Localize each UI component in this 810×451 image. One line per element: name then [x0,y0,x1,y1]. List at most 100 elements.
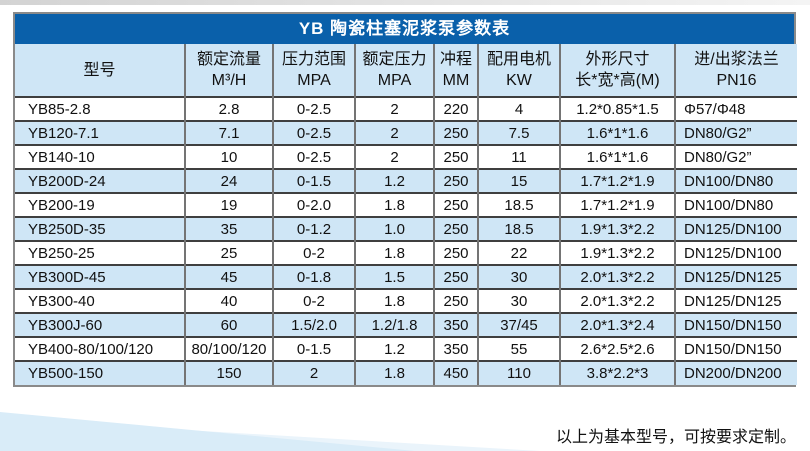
cell-model: YB500-150 [15,360,185,385]
cell-model: YB300J-60 [15,312,185,337]
column-header: 配用电机 KW [477,44,560,97]
column-header-unit: MPA [377,72,412,89]
footer-note: 以上为基本型号，可按要求定制。 [555,429,796,446]
table-cell: 350 [433,336,478,361]
table-cell: 1.5/2.0 [272,312,355,337]
column-header-label: 额定压力 [362,51,427,68]
table-row: YB120-7.1 7.1 0-2.5 2 250 7.5 1.6*1*1.6 DN80/G2… [15,120,797,145]
table-cell: 10 [184,144,273,169]
table-cell: 18.5 [477,192,560,217]
header-row: 型号 额定流量 M³/H 压力范围 MPA 额定压力 MPA 冲程 MM 配用电机 KW 外形尺寸 长*… [15,44,797,97]
table-cell: 22 [477,240,560,265]
column-header-label: 压力范围 [281,51,346,68]
parameters-table: 型号 额定流量 M³/H 压力范围 MPA 额定压力 MPA 冲程 MM 配用电机 KW 外形尺寸 长*… [15,44,797,385]
table-cell: 7.1 [184,120,273,145]
table-row: YB200-19 19 0-2.0 1.8 250 18.5 1.7*1.2*1.9 DN10… [15,192,797,217]
table-cell: DN125/DN125 [674,264,797,289]
column-header-unit: M³/H [211,72,247,89]
table-cell: 1.2 [354,336,434,361]
table-cell: 24 [184,168,273,193]
table-cell: 1.0 [354,216,434,241]
table-cell: DN80/G2” [674,120,797,145]
cell-model: YB250-25 [15,240,185,265]
table-row: YB250D-35 35 0-1.2 1.0 250 18.5 1.9*1.3*2.2 DN1… [15,216,797,241]
table-row: YB400-80/100/120 80/100/120 0-1.5 1.2 350 55 2… [15,336,797,361]
table-cell: DN125/DN125 [674,288,797,313]
table-cell: 250 [433,120,478,145]
table-cell: 250 [433,288,478,313]
table-cell: 1.8 [354,288,434,313]
pump-parameter-table: YB 陶瓷柱塞泥浆泵参数表 型号 额定流量 M³/H 压力范围 MPA 额定压力 MPA 冲程… [13,12,797,387]
column-header-unit: MPA [297,72,331,89]
table-cell: DN80/G2” [674,144,797,169]
column-header: 额定压力 MPA [354,44,434,97]
table-cell: 150 [184,360,273,385]
table-cell: 4 [477,96,560,121]
column-header: 进/出浆法兰 PN16 [674,44,797,97]
table-cell: 25 [184,240,273,265]
table-cell: 1.2 [354,168,434,193]
table-cell: 0-2 [272,240,355,265]
top-edge-shade [0,0,810,5]
table-cell: 1.8 [354,360,434,385]
cell-model: YB140-10 [15,144,185,169]
column-header: 外形尺寸长*宽*高(M) [559,44,675,97]
table-cell: 2 [354,120,434,145]
table-cell: DN150/DN150 [674,336,797,361]
table-cell: 30 [477,288,560,313]
table-row: YB500-150 150 2 1.8 450 110 3.8*2.2*3 DN200/DN2… [15,360,797,385]
table-cell: 60 [184,312,273,337]
table-cell: 220 [433,96,478,121]
table-cell: 0-2.0 [272,192,355,217]
table-cell: 0-2.5 [272,96,355,121]
table-cell: 1.9*1.3*2.2 [559,216,675,241]
table-cell: 3.8*2.2*3 [559,360,675,385]
table-cell: 1.7*1.2*1.9 [559,168,675,193]
table-cell: DN125/DN100 [674,216,797,241]
column-header: 额定流量 M³/H [184,44,273,97]
table-cell: 250 [433,264,478,289]
column-header-label: 配用电机 [486,51,551,68]
table-cell: 7.5 [477,120,560,145]
cell-model: YB200-19 [15,192,185,217]
table-cell: 250 [433,240,478,265]
table-cell: 2.6*2.5*2.6 [559,336,675,361]
table-cell: 350 [433,312,478,337]
table-cell: 45 [184,264,273,289]
table-cell: 1.8 [354,192,434,217]
table-cell: 37/45 [477,312,560,337]
table-cell: 2.8 [184,96,273,121]
table-row: YB300J-60 60 1.5/2.0 1.2/1.8 350 37/45 2.0*1.3… [15,312,797,337]
table-row: YB250-25 25 0-2 1.8 250 22 1.9*1.3*2.2 DN125/DN… [15,240,797,265]
table-cell: 30 [477,264,560,289]
column-header-label: 型号 [83,61,116,79]
table-cell: Φ57/Φ48 [674,96,797,121]
table-header: 型号 额定流量 M³/H 压力范围 MPA 额定压力 MPA 冲程 MM 配用电机 KW 外形尺寸 长*… [15,44,797,97]
table-cell: 0-1.5 [272,168,355,193]
table-cell: DN100/DN80 [674,192,797,217]
table-cell: 2 [272,360,355,385]
cell-model: YB300-40 [15,288,185,313]
table-cell: 18.5 [477,216,560,241]
column-header-label: 外形尺寸 [585,51,650,68]
table-cell: 55 [477,336,560,361]
table-cell: 11 [477,144,560,169]
column-header: 压力范围 MPA [272,44,355,97]
column-header-label: 进/出浆法兰 [694,51,779,68]
table-row: YB85-2.8 2.8 0-2.5 2 220 4 1.2*0.85*1.5 Φ57/Φ48 [15,96,797,121]
cell-model: YB120-7.1 [15,120,185,145]
column-header-label: 额定流量 [196,51,261,68]
column-header-unit: 长*宽*高(M) [575,72,660,89]
table-cell: 1.9*1.3*2.2 [559,240,675,265]
table-cell: 40 [184,288,273,313]
table-cell: 250 [433,168,478,193]
column-header-label: 冲程 [439,51,472,68]
cell-model: YB85-2.8 [15,96,185,121]
cell-model: YB200D-24 [15,168,185,193]
table-cell: 250 [433,144,478,169]
table-cell: 1.7*1.2*1.9 [559,192,675,217]
table-cell: 2 [354,144,434,169]
table-row: YB200D-24 24 0-1.5 1.2 250 15 1.7*1.2*1.9 DN100… [15,168,797,193]
table-cell: DN100/DN80 [674,168,797,193]
cell-model: YB250D-35 [15,216,185,241]
